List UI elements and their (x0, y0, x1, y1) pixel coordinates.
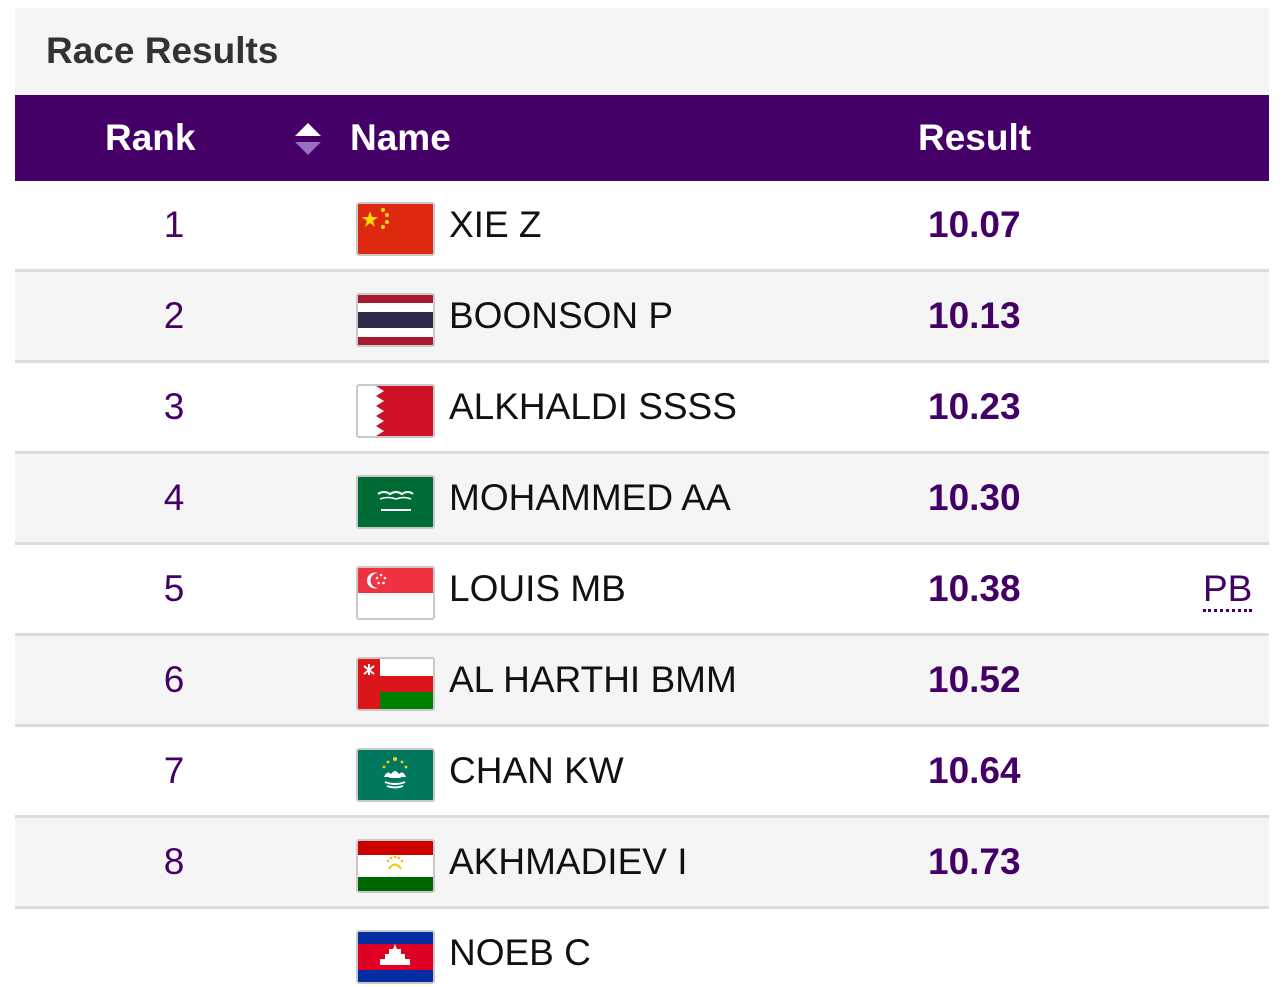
rank-cell: 3 (163, 386, 185, 427)
table-row[interactable]: 4 MOHAMMED AA 10.30 (15, 454, 1269, 545)
china-flag-icon (356, 202, 435, 256)
rank-cell: 7 (163, 750, 185, 791)
singapore-flag-icon (356, 566, 435, 620)
table-header: Rank Name Result (15, 95, 1269, 181)
table-row[interactable]: 2 BOONSON P 10.13 (15, 272, 1269, 363)
column-header-name[interactable]: Name (350, 117, 451, 158)
athlete-name[interactable]: XIE Z (449, 204, 542, 245)
result-time: 10.52 (928, 659, 1021, 700)
table-row[interactable]: NOEB C (15, 909, 1269, 987)
rank-cell: 6 (163, 659, 185, 700)
athlete-name[interactable]: CHAN KW (449, 750, 624, 791)
result-time: 10.30 (928, 477, 1021, 518)
column-header-rank[interactable]: Rank (105, 117, 196, 158)
athlete-name[interactable]: BOONSON P (449, 295, 674, 336)
athlete-name[interactable]: AL HARTHI BMM (449, 659, 737, 700)
rank-cell: 1 (163, 204, 185, 245)
table-row[interactable]: 3 ALKHALDI SSSS 10.23 (15, 363, 1269, 454)
result-time: 10.13 (928, 295, 1021, 336)
athlete-name[interactable]: NOEB C (449, 932, 591, 973)
result-time: 10.23 (928, 386, 1021, 427)
sort-updown-icon[interactable] (293, 121, 323, 157)
table-row[interactable]: 5 LOUIS MB 10.38 PB (15, 545, 1269, 636)
athlete-name[interactable]: MOHAMMED AA (449, 477, 731, 518)
rank-cell (134, 909, 214, 987)
column-header-result[interactable]: Result (918, 117, 1032, 158)
saudi-arabia-flag-icon (356, 475, 435, 529)
thailand-flag-icon (356, 293, 435, 347)
rank-cell: 2 (163, 295, 185, 336)
athlete-name[interactable]: ALKHALDI SSSS (449, 386, 737, 427)
table-row[interactable]: 6 AL HARTHI BMM 10.52 (15, 636, 1269, 727)
result-time: 10.38 (928, 568, 1021, 609)
rank-cell: 4 (163, 477, 185, 518)
athlete-name[interactable]: LOUIS MB (449, 568, 626, 609)
personal-best-badge[interactable]: PB (1203, 545, 1253, 633)
rank-cell: 8 (163, 841, 185, 882)
cambodia-flag-icon (356, 930, 435, 984)
panel-title: Race Results (46, 30, 279, 71)
table-row[interactable]: 7 CHAN KW 10.64 (15, 727, 1269, 818)
bahrain-flag-icon (356, 384, 435, 438)
macau-flag-icon (356, 748, 435, 802)
table-row[interactable]: 8 AKHMADIEV I 10.73 (15, 818, 1269, 909)
tajikistan-flag-icon (356, 839, 435, 893)
result-time: 10.07 (928, 204, 1021, 245)
race-results-panel: Race Results Rank Name Result 1 XIE Z (15, 8, 1269, 987)
result-time: 10.64 (928, 750, 1021, 791)
athlete-name[interactable]: AKHMADIEV I (449, 841, 688, 882)
oman-flag-icon (356, 657, 435, 711)
rank-cell: 5 (163, 568, 185, 609)
result-time: 10.73 (928, 841, 1021, 882)
table-row[interactable]: 1 XIE Z 10.07 (15, 181, 1269, 272)
